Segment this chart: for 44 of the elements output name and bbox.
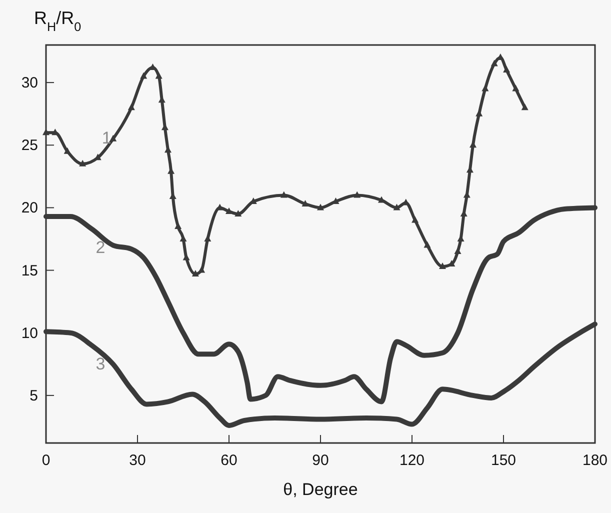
- point: [424, 241, 431, 248]
- series-label: 1: [102, 128, 112, 148]
- y-axis-title: R$_{H}$/R$_{0}$: [34, 8, 82, 34]
- x-tick-label: 60: [220, 452, 238, 469]
- point: [234, 210, 242, 216]
- point: [79, 160, 86, 166]
- y-tick-label: 5: [30, 387, 38, 404]
- point: [155, 72, 162, 79]
- point: [302, 200, 309, 206]
- point: [393, 204, 400, 210]
- point: [454, 248, 462, 254]
- series-label: 3: [96, 354, 106, 374]
- point: [198, 266, 206, 273]
- point: [503, 66, 510, 73]
- x-tick-label: 30: [129, 452, 146, 469]
- point: [226, 207, 232, 214]
- y-tick-label: 30: [21, 74, 38, 92]
- point: [512, 84, 520, 92]
- series-label: 2: [96, 238, 106, 257]
- point: [378, 196, 385, 203]
- point: [482, 84, 489, 92]
- point: [317, 204, 324, 210]
- x-tick-label: 150: [490, 452, 516, 469]
- point: [128, 104, 135, 110]
- point: [439, 262, 446, 270]
- y-tick-label: 20: [21, 200, 38, 217]
- point: [42, 128, 50, 136]
- y-tick-label: 15: [21, 262, 38, 280]
- point: [490, 60, 498, 66]
- y-tick-label: 25: [21, 137, 38, 154]
- x-tick-label: 120: [399, 452, 425, 469]
- point: [64, 147, 71, 154]
- point: [412, 216, 419, 223]
- point: [354, 191, 361, 198]
- x-tick-label: 90: [312, 452, 329, 469]
- point: [521, 104, 528, 110]
- point: [192, 270, 199, 277]
- x-axis-title: θ, Degree: [283, 480, 358, 499]
- y-tick-label: 10: [21, 324, 38, 342]
- point: [280, 191, 288, 198]
- x-tick-label: 0: [42, 452, 50, 469]
- point: [140, 72, 148, 79]
- x-tick-label: 180: [582, 452, 608, 469]
- point: [180, 234, 187, 242]
